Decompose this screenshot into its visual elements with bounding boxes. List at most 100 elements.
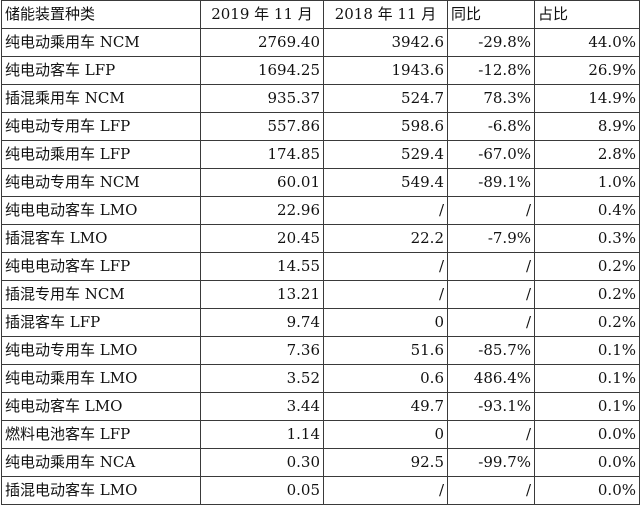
category-cell: 插混客车 LMO [1,224,201,253]
yoy-change-cell: / [447,308,535,337]
table-row: 纯电动专用车 LMO 7.36 51.6 -85.7% 0.1% [1,336,640,365]
value-2019-cell: 1694.25 [200,56,324,85]
value-2019-cell: 9.74 [200,308,324,337]
value-2018-cell: 0 [323,308,448,337]
yoy-change-cell: / [447,252,535,281]
value-2019-cell: 0.30 [200,448,324,477]
table-row: 纯电动乘用车 LFP 174.85 529.4 -67.0% 2.8% [1,140,640,169]
value-2019-cell: 2769.40 [200,28,324,57]
value-2018-cell: / [323,196,448,225]
share-cell: 0.1% [534,392,640,421]
value-2019-cell: 935.37 [200,84,324,113]
value-2018-cell: / [323,280,448,309]
yoy-change-cell: -85.7% [447,336,535,365]
table-row: 纯电动客车 LFP 1694.25 1943.6 -12.8% 26.9% [1,56,640,85]
value-2018-cell: 529.4 [323,140,448,169]
yoy-change-cell: / [447,280,535,309]
value-2019-cell: 20.45 [200,224,324,253]
value-2019-cell: 0.05 [200,476,324,505]
value-2018-cell: 22.2 [323,224,448,253]
value-2018-cell: / [323,252,448,281]
category-cell: 纯电动专用车 LMO [1,336,201,365]
category-cell: 纯电动乘用车 NCM [1,28,201,57]
table-row: 插混乘用车 NCM 935.37 524.7 78.3% 14.9% [1,84,640,113]
share-cell: 0.2% [534,252,640,281]
category-cell: 纯电电动客车 LMO [1,196,201,225]
value-2019-cell: 174.85 [200,140,324,169]
yoy-change-cell: -89.1% [447,168,535,197]
table-row: 纯电动客车 LMO 3.44 49.7 -93.1% 0.1% [1,392,640,421]
share-cell: 0.2% [534,308,640,337]
category-cell: 插混乘用车 NCM [1,84,201,113]
share-cell: 0.1% [534,336,640,365]
table-row: 纯电动专用车 LFP 557.86 598.6 -6.8% 8.9% [1,112,640,141]
share-cell: 0.3% [534,224,640,253]
value-2018-cell: 549.4 [323,168,448,197]
table-row: 插混电动客车 LMO 0.05//0.0% [1,476,640,505]
value-2018-cell: 51.6 [323,336,448,365]
category-cell: 纯电动乘用车 LFP [1,140,201,169]
yoy-change-cell: 486.4% [447,364,535,393]
value-2019-cell: 3.52 [200,364,324,393]
category-cell: 纯电电动客车 LFP [1,252,201,281]
header-cell: 2019 年 11 月 [200,0,324,29]
header-cell: 同比 [447,0,535,29]
share-cell: 0.2% [534,280,640,309]
yoy-change-cell: 78.3% [447,84,535,113]
value-2018-cell: 3942.6 [323,28,448,57]
value-2019-cell: 557.86 [200,112,324,141]
share-cell: 0.1% [534,364,640,393]
value-2019-cell: 60.01 [200,168,324,197]
category-cell: 纯电动客车 LFP [1,56,201,85]
share-cell: 44.0% [534,28,640,57]
value-2018-cell: 49.7 [323,392,448,421]
table-row: 纯电动专用车 NCM 60.01 549.4 -89.1% 1.0% [1,168,640,197]
category-cell: 纯电动专用车 LFP [1,112,201,141]
value-2018-cell: 598.6 [323,112,448,141]
table-row: 插混客车 LFP 9.74 0/0.2% [1,308,640,337]
yoy-change-cell: -93.1% [447,392,535,421]
yoy-change-cell: / [447,196,535,225]
category-cell: 纯电动乘用车 NCA [1,448,201,477]
share-cell: 14.9% [534,84,640,113]
share-cell: 26.9% [534,56,640,85]
share-cell: 0.0% [534,448,640,477]
category-cell: 纯电动客车 LMO [1,392,201,421]
table-row: 插混客车 LMO 20.45 22.2 -7.9% 0.3% [1,224,640,253]
share-cell: 1.0% [534,168,640,197]
value-2019-cell: 7.36 [200,336,324,365]
category-cell: 插混专用车 NCM [1,280,201,309]
table-row: 纯电电动客车 LFP 14.55//0.2% [1,252,640,281]
yoy-change-cell: -67.0% [447,140,535,169]
table-row: 纯电动乘用车 NCM 2769.40 3942.6 -29.8% 44.0% [1,28,640,57]
share-cell: 0.0% [534,476,640,505]
table-row: 纯电动乘用车 LMO 3.52 0.6 486.4% 0.1% [1,364,640,393]
share-cell: 8.9% [534,112,640,141]
value-2019-cell: 3.44 [200,392,324,421]
category-cell: 燃料电池客车 LFP [1,420,201,449]
share-cell: 2.8% [534,140,640,169]
value-2018-cell: / [323,476,448,505]
table-row: 纯电电动客车 LMO 22.96//0.4% [1,196,640,225]
yoy-change-cell: -7.9% [447,224,535,253]
value-2019-cell: 1.14 [200,420,324,449]
category-cell: 插混电动客车 LMO [1,476,201,505]
header-cell: 2018 年 11 月 [323,0,448,29]
value-2019-cell: 22.96 [200,196,324,225]
value-2018-cell: 92.5 [323,448,448,477]
table-row: 插混专用车 NCM 13.21//0.2% [1,280,640,309]
category-cell: 纯电动乘用车 LMO [1,364,201,393]
header-cell: 占比 [534,0,640,29]
value-2019-cell: 13.21 [200,280,324,309]
value-2018-cell: 1943.6 [323,56,448,85]
category-cell: 插混客车 LFP [1,308,201,337]
table-body: 纯电动乘用车 NCM 2769.40 3942.6 -29.8% 44.0% 纯电动客车 … [1,28,640,505]
yoy-change-cell: -6.8% [447,112,535,141]
yoy-change-cell: / [447,476,535,505]
share-cell: 0.4% [534,196,640,225]
table-row: 燃料电池客车 LFP 1.14 0/0.0% [1,420,640,449]
category-cell: 纯电动专用车 NCM [1,168,201,197]
yoy-change-cell: -12.8% [447,56,535,85]
yoy-change-cell: -99.7% [447,448,535,477]
